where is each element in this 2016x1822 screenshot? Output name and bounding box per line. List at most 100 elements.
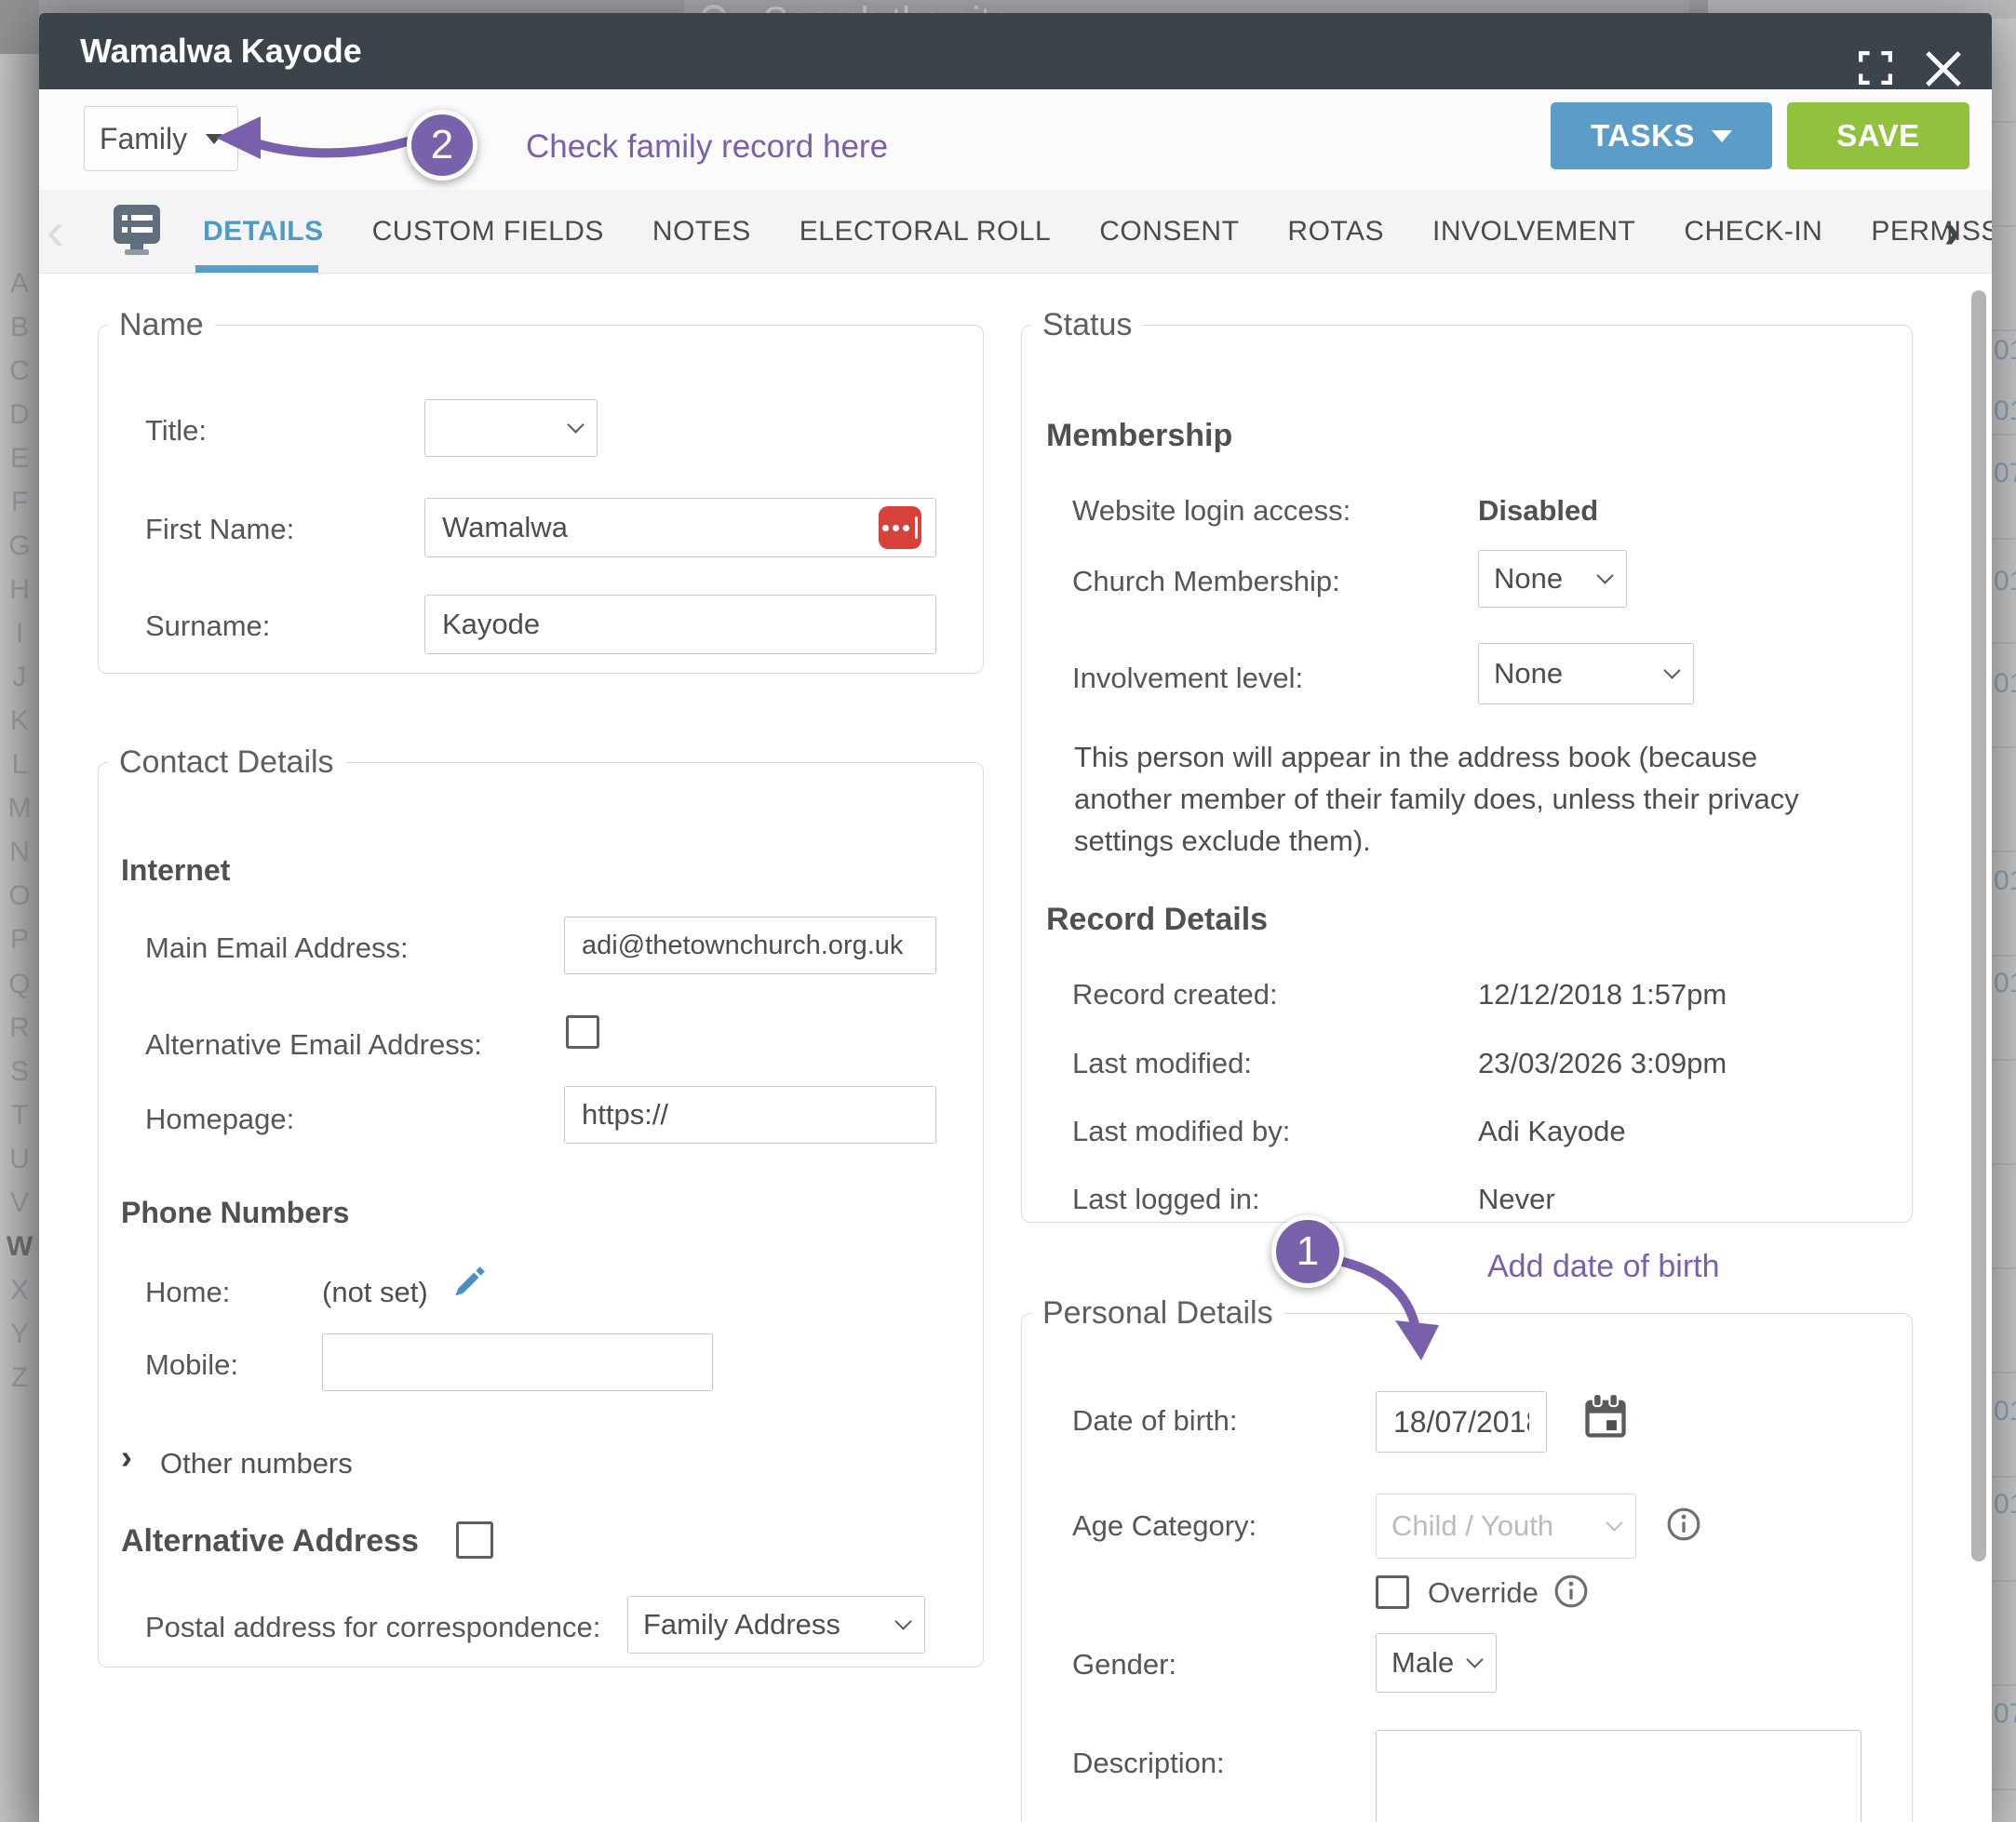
gender-value: Male xyxy=(1391,1646,1455,1679)
record-details-heading: Record Details xyxy=(1046,902,1269,937)
tab-custom-fields[interactable]: CUSTOM FIELDS xyxy=(371,216,604,247)
alphabet-letter-A[interactable]: A xyxy=(9,268,29,299)
homepage-input[interactable] xyxy=(564,1086,936,1144)
church-membership-select[interactable]: None xyxy=(1478,550,1627,608)
surname-input[interactable] xyxy=(424,595,936,654)
contact-details-section: Contact Details Internet Main Email Addr… xyxy=(98,744,984,1668)
record-screen-icon[interactable] xyxy=(112,203,162,260)
alphabet-letter-I[interactable]: I xyxy=(15,618,24,650)
postal-address-select[interactable]: Family Address xyxy=(627,1596,925,1654)
modal-title: Wamalwa Kayode xyxy=(80,32,362,70)
tab-details[interactable]: DETAILS xyxy=(203,216,324,247)
alphabet-letter-E[interactable]: E xyxy=(9,443,29,475)
tab-bar: ‹ DETAILS CUSTOM FIELDS NOTES ELECTORAL … xyxy=(39,190,1992,274)
title-label: Title: xyxy=(145,414,208,447)
tasks-button[interactable]: TASKS xyxy=(1551,102,1772,169)
tabs-scroll-left-icon[interactable]: ‹ xyxy=(47,201,65,261)
phone-fragment: 01 xyxy=(1994,865,2016,896)
involvement-level-value: None xyxy=(1494,657,1564,690)
alphabet-letter-W[interactable]: W xyxy=(6,1230,34,1262)
mobile-label: Mobile: xyxy=(145,1348,238,1381)
gender-select[interactable]: Male xyxy=(1376,1633,1497,1693)
alphabet-letter-V[interactable]: V xyxy=(9,1186,29,1218)
alphabet-letter-U[interactable]: U xyxy=(9,1143,30,1174)
alphabet-letter-N[interactable]: N xyxy=(9,837,30,868)
alt-address-checkbox[interactable] xyxy=(456,1521,493,1559)
first-name-input[interactable] xyxy=(424,498,936,557)
edit-pencil-icon[interactable] xyxy=(452,1263,488,1303)
calendar-icon[interactable] xyxy=(1581,1393,1630,1446)
age-category-label: Age Category: xyxy=(1072,1509,1257,1542)
alphabet-letter-S[interactable]: S xyxy=(9,1055,29,1087)
modal-toolbar: Family TASKS SAVE xyxy=(39,89,1992,190)
postal-address-label: Postal address for correspondence: xyxy=(145,1611,601,1643)
home-phone-value: (not set) xyxy=(322,1276,428,1308)
info-icon[interactable] xyxy=(1666,1507,1701,1547)
close-icon[interactable] xyxy=(1923,48,1964,94)
last-logged-in-value: Never xyxy=(1478,1183,1555,1215)
alphabet-letter-O[interactable]: O xyxy=(8,880,31,912)
involvement-level-label: Involvement level: xyxy=(1072,662,1304,694)
password-manager-autofill-icon[interactable] xyxy=(879,506,921,549)
alphabet-letter-Y[interactable]: Y xyxy=(9,1318,29,1349)
first-name-label: First Name: xyxy=(145,513,295,545)
last-modified-value: 23/03/2026 3:09pm xyxy=(1478,1047,1727,1079)
dob-label: Date of birth: xyxy=(1072,1404,1238,1437)
chevron-down-icon xyxy=(206,133,223,144)
alphabet-letter-K[interactable]: K xyxy=(9,705,29,737)
alphabet-letter-X[interactable]: X xyxy=(9,1274,29,1306)
chevron-right-icon[interactable]: › xyxy=(121,1438,132,1476)
phone-fragment: 07 xyxy=(1994,458,2016,489)
alphabet-letter-L[interactable]: L xyxy=(11,749,28,781)
homepage-label: Homepage: xyxy=(145,1103,295,1135)
main-email-input[interactable] xyxy=(564,917,936,974)
title-select[interactable] xyxy=(424,399,598,457)
name-section-legend: Name xyxy=(119,307,204,342)
tab-electoral-roll[interactable]: ELECTORAL ROLL xyxy=(799,216,1052,247)
alphabet-letter-J[interactable]: J xyxy=(12,662,27,693)
alphabet-letter-B[interactable]: B xyxy=(9,312,29,343)
tab-notes[interactable]: NOTES xyxy=(652,216,751,247)
alphabet-letter-P[interactable]: P xyxy=(9,924,29,956)
status-section: Status Membership Website login access: … xyxy=(1021,307,1913,1223)
save-button[interactable]: SAVE xyxy=(1787,102,1969,169)
active-tab-underline xyxy=(195,265,318,273)
info-icon[interactable] xyxy=(1553,1574,1589,1614)
tabs-scroll-right-icon[interactable]: › xyxy=(1943,205,1960,259)
other-numbers-toggle[interactable]: Other numbers xyxy=(160,1447,353,1480)
family-dropdown-button[interactable]: Family xyxy=(84,106,238,171)
alphabet-letter-T[interactable]: T xyxy=(10,1099,29,1131)
alphabet-letter-Z[interactable]: Z xyxy=(10,1361,29,1393)
override-checkbox[interactable] xyxy=(1376,1575,1409,1609)
tab-list: DETAILS CUSTOM FIELDS NOTES ELECTORAL RO… xyxy=(203,190,1992,273)
description-textarea[interactable] xyxy=(1376,1730,1861,1822)
modal-scrollbar[interactable] xyxy=(1971,290,1986,1561)
alphabet-letter-R[interactable]: R xyxy=(9,1011,30,1043)
tab-consent[interactable]: CONSENT xyxy=(1099,216,1240,247)
save-button-label: SAVE xyxy=(1836,118,1920,153)
dob-input[interactable] xyxy=(1376,1391,1547,1453)
tab-check-in[interactable]: CHECK-IN xyxy=(1684,216,1823,247)
tasks-button-label: TASKS xyxy=(1591,118,1695,153)
mobile-input[interactable] xyxy=(322,1333,713,1391)
tab-permissions[interactable]: PERMISSIONS xyxy=(1871,216,1992,247)
alphabet-letter-C[interactable]: C xyxy=(9,355,30,387)
age-category-select: Child / Youth xyxy=(1376,1494,1636,1559)
alphabet-letter-F[interactable]: F xyxy=(10,487,29,518)
tab-rotas[interactable]: ROTAS xyxy=(1287,216,1385,247)
alphabet-letter-H[interactable]: H xyxy=(9,574,30,606)
phone-fragment: 01 xyxy=(1994,968,2016,998)
involvement-level-select[interactable]: None xyxy=(1478,643,1694,704)
alphabet-letter-Q[interactable]: Q xyxy=(8,968,31,999)
override-label: Override xyxy=(1428,1576,1539,1609)
main-email-label: Main Email Address: xyxy=(145,931,409,964)
alphabet-letter-G[interactable]: G xyxy=(8,530,31,562)
alt-email-checkbox[interactable] xyxy=(566,1015,599,1049)
alphabet-letter-M[interactable]: M xyxy=(7,793,32,824)
fullscreen-icon[interactable] xyxy=(1858,50,1893,90)
internet-heading: Internet xyxy=(121,853,231,887)
tab-involvement[interactable]: INVOLVEMENT xyxy=(1432,216,1636,247)
phone-fragment: 01 xyxy=(1994,1489,2016,1520)
alphabet-letter-D[interactable]: D xyxy=(9,399,30,431)
